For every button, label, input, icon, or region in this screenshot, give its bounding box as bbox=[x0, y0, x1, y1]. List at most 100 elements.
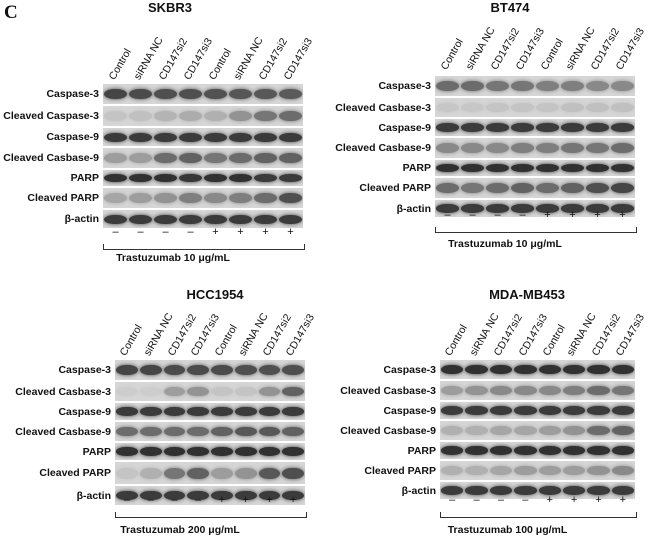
lane-label: Control bbox=[117, 322, 145, 358]
blot-strip bbox=[435, 119, 635, 136]
band bbox=[486, 81, 509, 91]
band bbox=[536, 81, 559, 91]
treatment-sign: + bbox=[242, 494, 249, 506]
band bbox=[104, 89, 127, 99]
band bbox=[154, 89, 177, 99]
band bbox=[154, 174, 177, 182]
band bbox=[538, 406, 561, 415]
band bbox=[538, 385, 561, 396]
band bbox=[465, 385, 488, 396]
band bbox=[129, 132, 152, 142]
band bbox=[211, 407, 233, 416]
band bbox=[129, 174, 152, 182]
band bbox=[441, 406, 464, 415]
band bbox=[282, 426, 304, 437]
band bbox=[279, 89, 302, 99]
band bbox=[436, 204, 459, 213]
row-label: β-actin bbox=[76, 489, 111, 502]
blot-strip bbox=[440, 381, 635, 400]
band bbox=[229, 89, 252, 99]
band bbox=[514, 385, 537, 396]
lane-label: Control bbox=[538, 36, 566, 72]
treatment-sign: – bbox=[147, 494, 154, 506]
band bbox=[104, 153, 127, 163]
band bbox=[511, 81, 534, 91]
band bbox=[538, 364, 561, 375]
row-label: β-actin bbox=[396, 202, 431, 215]
band bbox=[561, 143, 584, 153]
band bbox=[489, 486, 513, 495]
treatment-sign: + bbox=[570, 494, 578, 506]
blot-strip bbox=[440, 402, 635, 419]
treatment-sign: + bbox=[619, 494, 627, 506]
band bbox=[611, 385, 634, 396]
treatment-sign: + bbox=[262, 226, 269, 238]
band bbox=[538, 425, 561, 436]
blot-strip bbox=[103, 84, 303, 104]
band bbox=[204, 174, 227, 182]
band bbox=[104, 174, 127, 182]
band bbox=[561, 81, 584, 91]
band bbox=[461, 123, 484, 132]
row-label: Cleaved PARP bbox=[359, 182, 431, 194]
band bbox=[204, 89, 227, 99]
band bbox=[139, 386, 162, 397]
treatment-sign: + bbox=[218, 494, 226, 506]
treatment-sign: – bbox=[497, 494, 504, 506]
band bbox=[229, 132, 252, 142]
band bbox=[234, 447, 257, 456]
band bbox=[436, 123, 459, 132]
band bbox=[279, 132, 302, 142]
row-label: β-actin bbox=[64, 213, 99, 225]
band bbox=[139, 365, 162, 375]
band bbox=[187, 467, 209, 479]
band bbox=[254, 132, 277, 142]
band bbox=[587, 465, 610, 476]
band bbox=[279, 111, 302, 121]
blot-strip bbox=[440, 482, 635, 499]
band bbox=[234, 365, 257, 375]
band bbox=[116, 407, 138, 416]
blot-title-mda-mb453: MDA-MB453 bbox=[489, 287, 565, 302]
band bbox=[514, 465, 537, 476]
band bbox=[514, 406, 537, 415]
band bbox=[587, 446, 610, 455]
band bbox=[611, 465, 634, 476]
blot-strip bbox=[115, 486, 305, 505]
band bbox=[163, 490, 186, 501]
row-label: Cleaved Casbase-3 bbox=[15, 385, 111, 398]
row-label: Caspase-9 bbox=[383, 404, 436, 417]
band bbox=[179, 193, 202, 203]
band bbox=[211, 490, 233, 501]
band bbox=[441, 446, 464, 455]
row-label: Cleaved PARP bbox=[39, 467, 111, 479]
band bbox=[254, 89, 277, 99]
band bbox=[489, 465, 513, 476]
lane-label: Control bbox=[443, 322, 471, 358]
band bbox=[536, 164, 559, 172]
band bbox=[562, 406, 586, 415]
row-label: Cleaved Casbase-9 bbox=[340, 424, 436, 437]
band bbox=[611, 123, 634, 132]
band bbox=[514, 364, 537, 375]
row-label: PARP bbox=[402, 162, 431, 174]
band bbox=[282, 447, 304, 456]
band bbox=[436, 143, 459, 153]
band bbox=[211, 467, 233, 479]
band bbox=[611, 486, 634, 495]
band bbox=[436, 81, 459, 91]
blot-strip bbox=[440, 360, 635, 379]
band bbox=[129, 193, 152, 203]
treatment-label: Trastuzumab 200 μg/mL bbox=[120, 524, 240, 536]
band bbox=[204, 132, 227, 142]
band bbox=[536, 102, 559, 113]
band bbox=[258, 447, 281, 456]
band bbox=[139, 407, 162, 416]
blot-strip bbox=[435, 160, 635, 176]
band bbox=[561, 123, 584, 132]
band bbox=[489, 446, 513, 455]
band bbox=[486, 204, 509, 213]
blot-strip bbox=[115, 360, 305, 380]
blot-strip bbox=[103, 188, 303, 208]
lane-label: Control bbox=[206, 46, 234, 82]
